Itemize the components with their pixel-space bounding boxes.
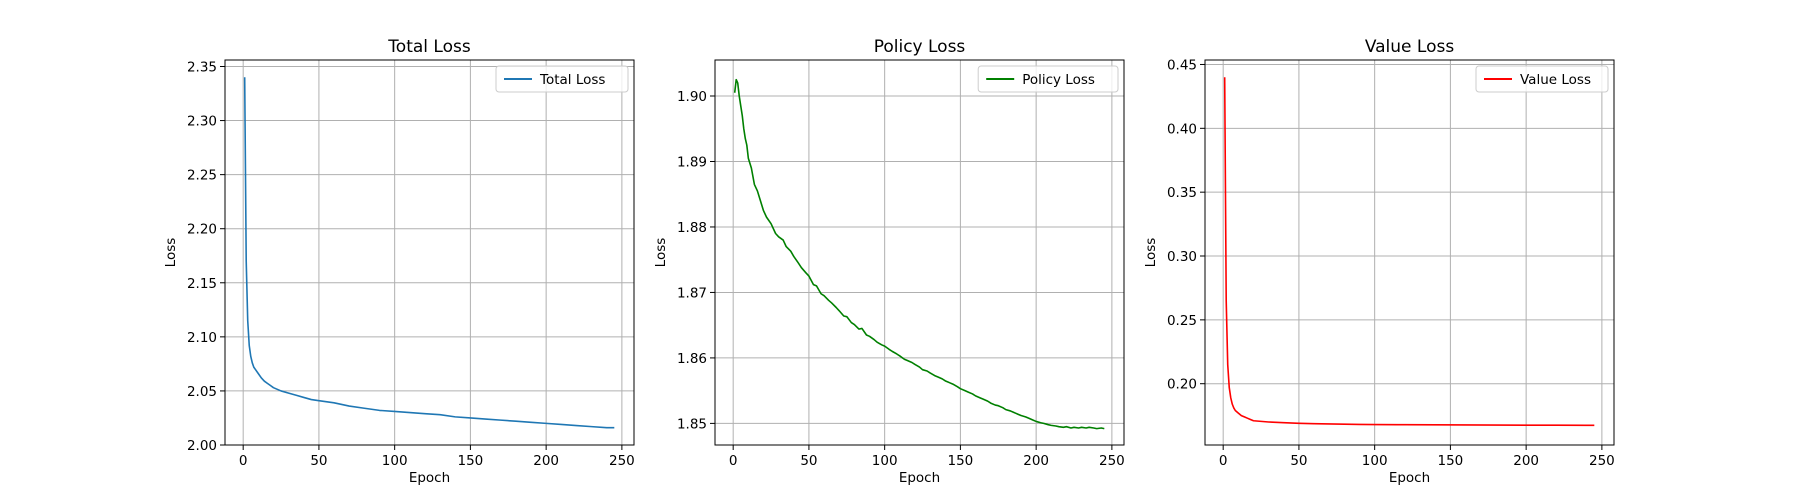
value-loss-x-axis-label: Epoch	[1389, 470, 1430, 486]
policy-loss-y-axis-label: Loss	[653, 238, 669, 268]
value-loss-y-tick-label: 0.40	[1167, 121, 1197, 137]
value-loss-x-tick-label: 0	[1219, 453, 1228, 469]
policy-loss-y-tick-label: 1.89	[677, 154, 707, 170]
policy-loss-y-tick-label: 1.90	[677, 89, 707, 105]
policy-loss-legend: Policy Loss	[977, 65, 1119, 93]
value-loss-y-tick-label: 0.35	[1167, 185, 1197, 201]
total-loss-x-tick-label: 150	[458, 453, 484, 469]
total-loss-title: Total Loss	[387, 37, 471, 57]
policy-loss-series-line	[733, 78, 1105, 430]
value-loss-x-tick-label: 250	[1589, 453, 1615, 469]
value-loss-x-tick-label: 150	[1438, 453, 1464, 469]
value-loss-y-tick-label: 0.30	[1167, 249, 1197, 265]
total-loss-legend-box	[495, 65, 629, 93]
total-loss-y-tick-label: 2.30	[187, 114, 217, 130]
policy-loss-x-tick-label: 200	[1023, 453, 1049, 469]
total-loss-series-line	[243, 77, 615, 429]
policy-loss-x-tick-label: 150	[948, 453, 974, 469]
value-loss-title: Value Loss	[1365, 37, 1455, 57]
total-loss-x-tick-label: 200	[533, 453, 559, 469]
policy-loss-y-tick-label: 1.85	[677, 416, 707, 432]
total-loss-y-tick-label: 2.25	[187, 168, 217, 184]
total-loss-y-tick-label: 2.05	[187, 384, 217, 400]
total-loss-ticks: 0 50 100 150 200 250 2.00 2.05 2.10 2.15 2.20 2.25 2…	[187, 59, 635, 469]
total-loss-x-tick-label: 50	[310, 453, 327, 469]
policy-loss-x-tick-label: 250	[1099, 453, 1125, 469]
value-loss-grid	[1205, 60, 1614, 445]
total-loss-grid	[225, 60, 634, 446]
value-loss-legend-label: Value Loss	[1520, 72, 1591, 88]
policy-loss-ticks: 0 50 100 150 200 250 1.85 1.86 1.87 1.88 1.89 1.90	[677, 89, 1125, 469]
value-loss-y-tick-label: 0.25	[1167, 313, 1197, 329]
value-loss-y-tick-label: 0.20	[1167, 377, 1197, 393]
value-loss-series	[1223, 77, 1595, 427]
value-loss-x-tick-label: 200	[1513, 453, 1539, 469]
value-loss-ticks: 0 50 100 150 200 250 0.20 0.25 0.30 0.35 0.40 0.45	[1167, 57, 1615, 469]
policy-loss-x-tick-label: 100	[872, 453, 898, 469]
value-loss-x-tick-label: 100	[1362, 453, 1388, 469]
policy-loss-panel: 0 50 100 150 200 2501.851.861.871.881.891.90 …	[653, 37, 1125, 486]
policy-loss-y-tick-label: 1.87	[677, 285, 707, 301]
value-loss-plot-frame	[1204, 59, 1615, 446]
total-loss-y-axis-label: Loss	[163, 238, 179, 268]
value-loss-y-axis-label: Loss	[1143, 238, 1159, 268]
total-loss-y-tick-label: 2.35	[187, 59, 217, 75]
total-loss-panel: 0 50 100 150 200 250 2.00 2.05 2.10 2.15 2.20 2.25 2…	[163, 37, 635, 486]
value-loss-legend-box	[1475, 65, 1609, 93]
total-loss-y-tick-label: 2.10	[187, 330, 217, 346]
total-loss-x-axis-label: Epoch	[409, 470, 450, 486]
total-loss-series	[243, 77, 615, 429]
total-loss-x-tick-label: 100	[382, 453, 408, 469]
policy-loss-plot-frame	[714, 59, 1125, 446]
policy-loss-x-tick-label: 50	[800, 453, 817, 469]
total-loss-y-tick-label: 2.20	[187, 222, 217, 238]
policy-loss-legend-box	[977, 65, 1119, 93]
value-loss-x-tick-label: 50	[1290, 453, 1307, 469]
total-loss-y-tick-label: 2.00	[187, 438, 217, 454]
total-loss-plot-frame	[224, 59, 635, 446]
total-loss-y-tick-label: 2.15	[187, 276, 217, 292]
value-loss-y-tick-label: 0.45	[1167, 57, 1197, 73]
policy-loss-title: Policy Loss	[874, 37, 966, 57]
policy-loss-grid	[715, 60, 1124, 445]
policy-loss-x-axis-label: Epoch	[899, 470, 940, 486]
policy-loss-y-tick-label: 1.88	[677, 220, 707, 236]
total-loss-legend-label: Total Loss	[539, 72, 605, 88]
total-loss-legend: Total Loss	[495, 65, 629, 93]
policy-loss-series	[733, 78, 1105, 430]
value-loss-series-line	[1223, 77, 1595, 427]
total-loss-x-tick-label: 250	[609, 453, 635, 469]
policy-loss-y-tick-label: 1.86	[677, 351, 707, 367]
policy-loss-x-tick-label: 0	[729, 453, 738, 469]
value-loss-legend: Value Loss	[1475, 65, 1609, 93]
total-loss-x-tick-label: 0	[239, 453, 248, 469]
value-loss-panel: 0 50 100 150 200 2500.200.250.300.350.400.45 …	[1143, 37, 1615, 486]
policy-loss-legend-label: Policy Loss	[1022, 72, 1095, 88]
